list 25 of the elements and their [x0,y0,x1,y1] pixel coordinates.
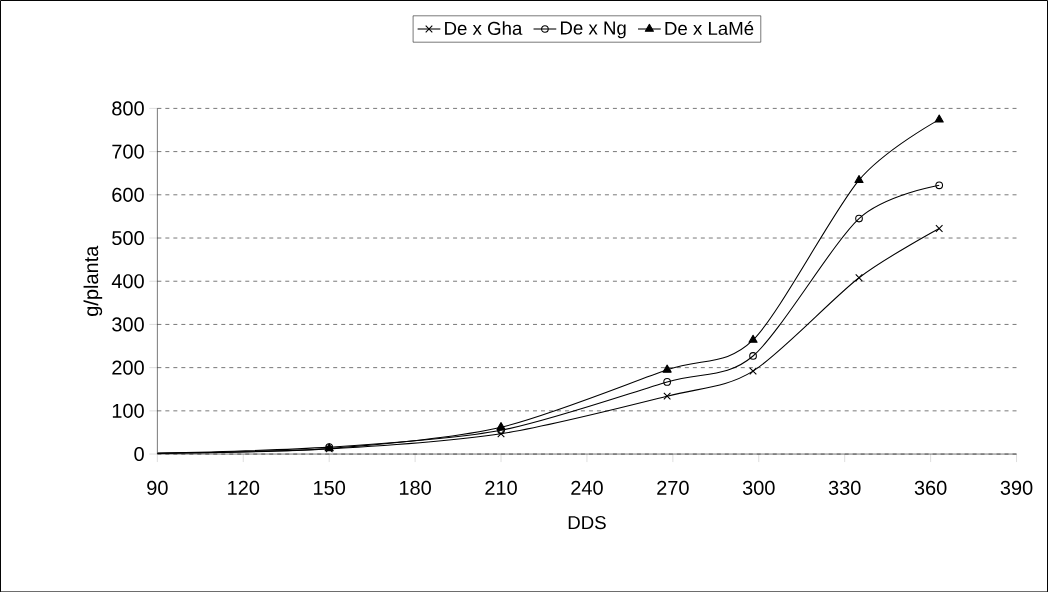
y-tick-label: 200 [112,360,144,375]
x-tick-label: 90 [147,480,168,495]
x-axis-title: DDS [568,515,606,530]
y-tick-label: 400 [111,273,144,289]
x-tick-label: 300 [742,480,775,495]
x-tick-label: 180 [399,480,431,495]
x-tick-label: 390 [1000,480,1033,495]
y-tick-label: 300 [112,317,144,332]
legend-label: De x Ng [560,21,626,39]
x-tick-label: 120 [228,480,260,495]
y-tick-label: 100 [112,403,144,418]
legend-label: De x LaMé [665,20,754,35]
x-tick-label: 150 [314,480,346,495]
x-tick-label: 270 [657,480,689,495]
x-tick-label: 330 [828,480,861,495]
y-axis-title: g/planta [83,245,103,316]
y-tick-label: 500 [112,230,144,245]
y-tick-label: 800 [112,101,144,116]
x-tick-label: 210 [485,480,517,495]
x-tick-label: 240 [571,480,603,495]
y-tick-label: 0 [134,446,144,461]
x-tick-label: 360 [914,480,947,495]
y-tick-label: 700 [112,144,144,159]
y-tick-label: 600 [112,187,144,202]
legend-label: De x Gha [445,21,523,35]
